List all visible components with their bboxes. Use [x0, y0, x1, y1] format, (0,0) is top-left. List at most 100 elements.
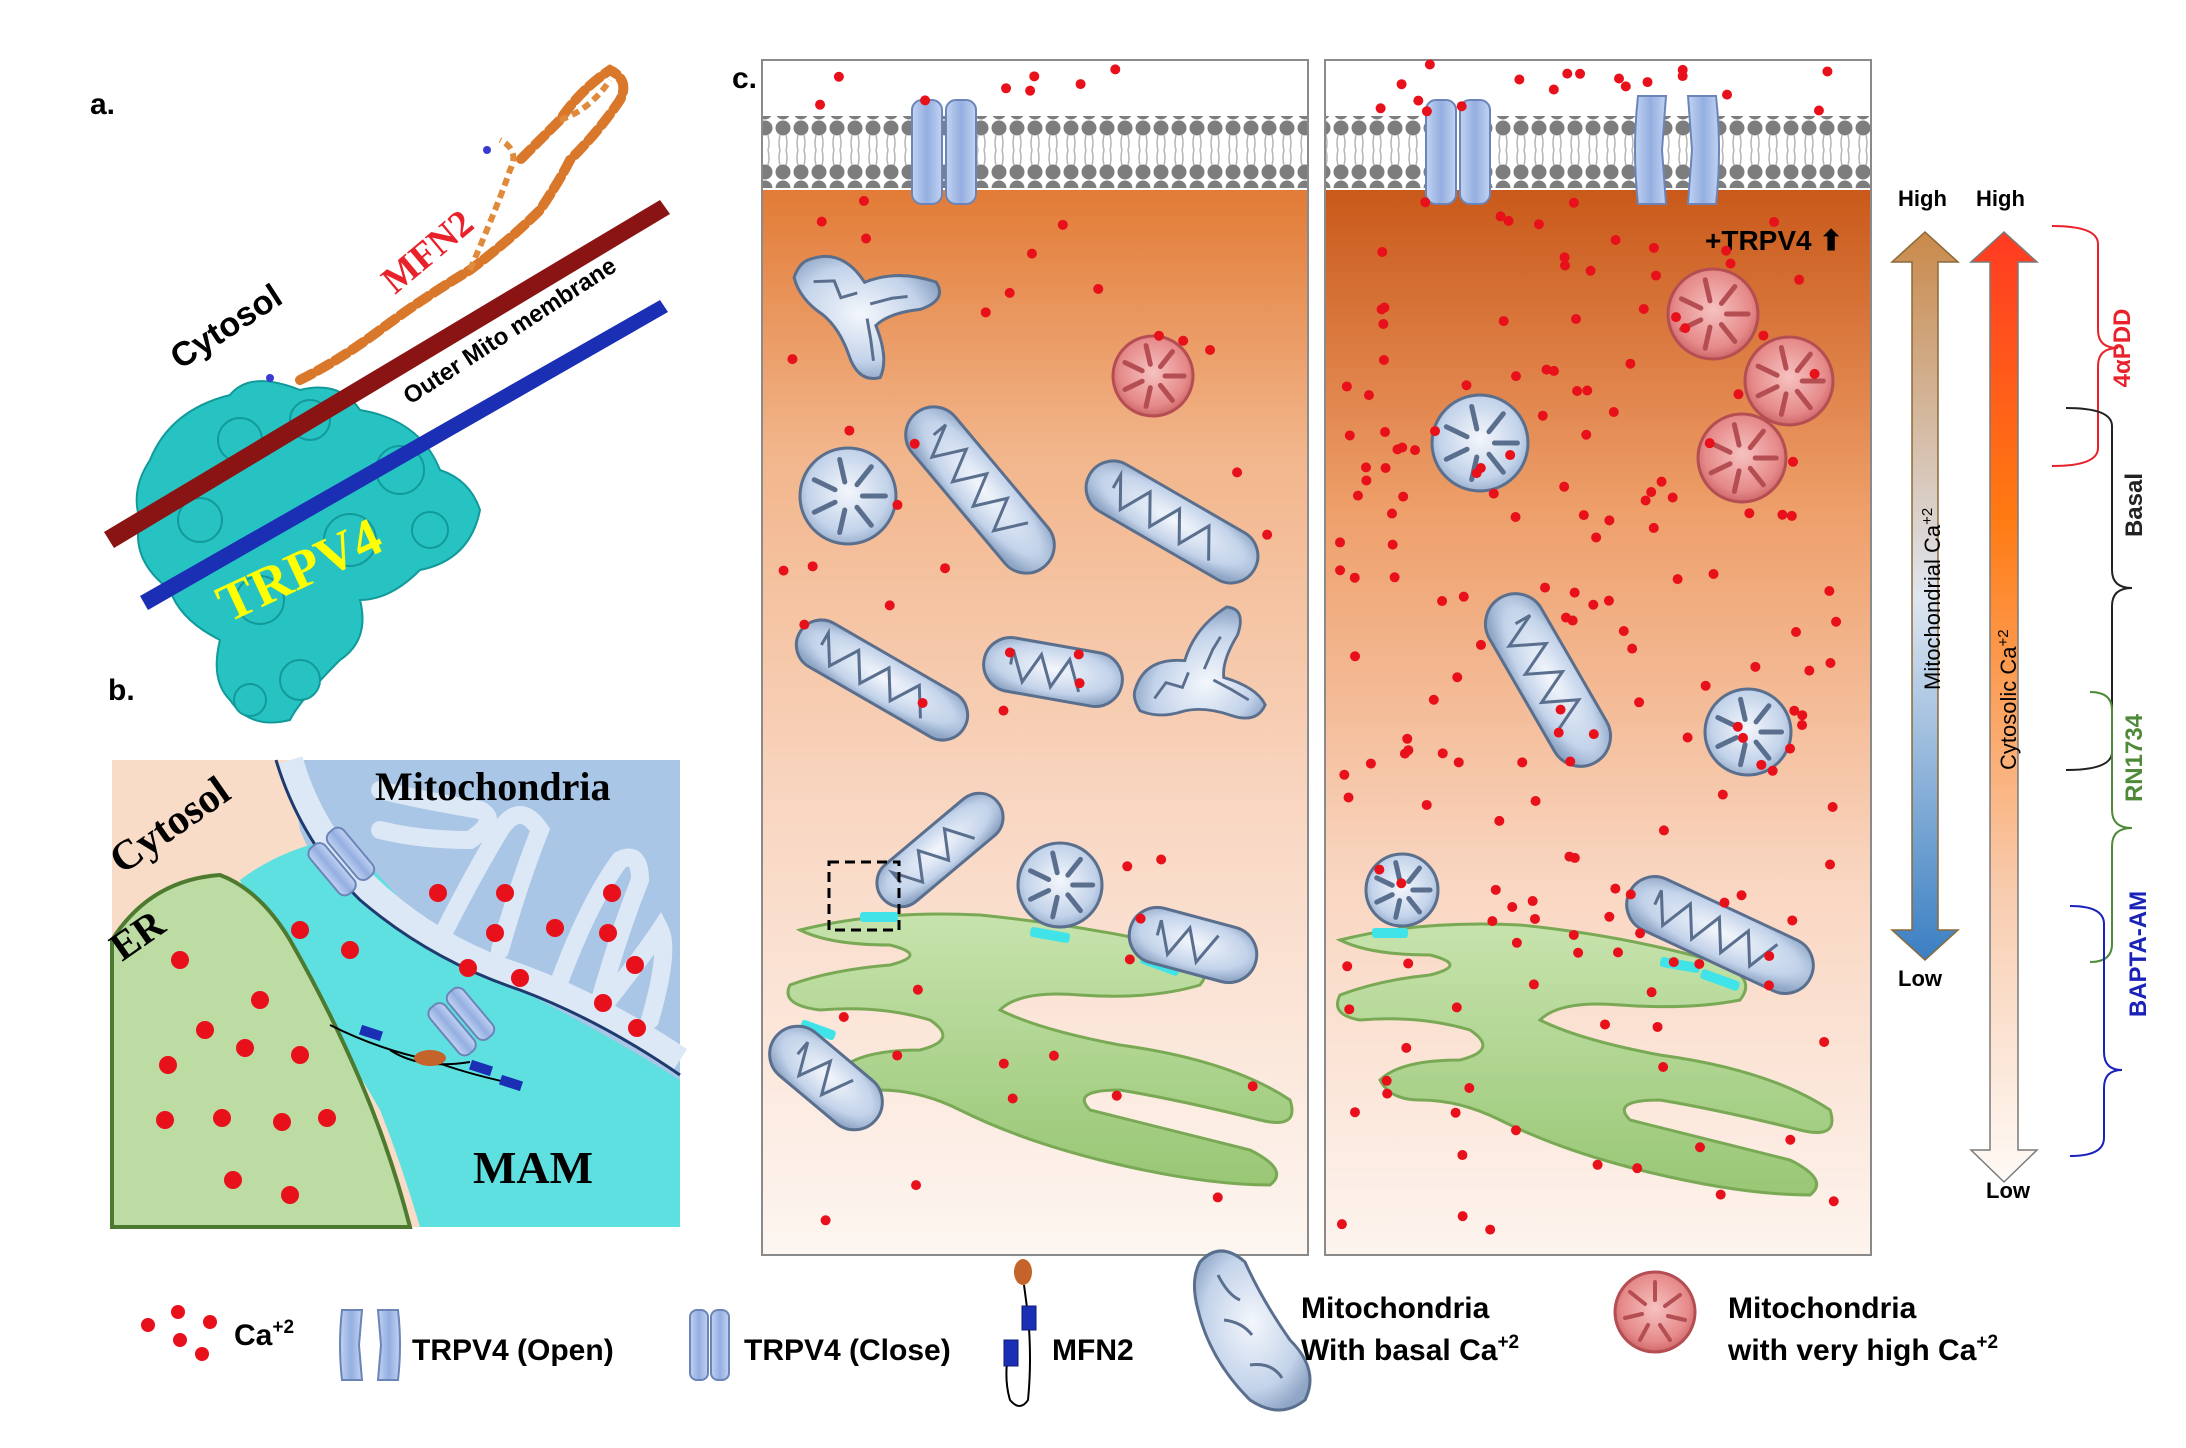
calcium-ion — [1658, 1062, 1669, 1073]
legend-mito-high-icon — [1613, 1270, 1697, 1354]
calcium-ion — [1262, 529, 1273, 540]
calcium-ion — [1420, 197, 1431, 208]
panel-label-a: a. — [90, 88, 115, 121]
calcium-ion — [1505, 450, 1516, 461]
calcium-ion — [1339, 769, 1350, 780]
calcium-ion — [1451, 1002, 1462, 1013]
calcium-ion — [1247, 1081, 1258, 1092]
calcium-ion — [1529, 913, 1540, 924]
calcium-ion — [1421, 106, 1432, 117]
calcium-ion — [1825, 859, 1836, 870]
calcium-ion — [1646, 487, 1657, 498]
mitochondrion-high-ca — [1666, 267, 1760, 361]
mito-ca-scale: High Low Mitochondrial Ca+2 — [1890, 186, 1960, 991]
calcium-ion — [1004, 287, 1015, 298]
panel-c-calcium-dots — [778, 59, 1842, 1235]
calcium-ion — [1627, 643, 1638, 654]
calcium-ion — [159, 1056, 177, 1074]
calcium-ion — [940, 563, 951, 574]
mitochondrion-round — [1430, 393, 1530, 493]
calcium-ion — [1527, 896, 1538, 907]
calcium-ion — [1828, 1196, 1839, 1207]
calcium-ion — [273, 1113, 291, 1131]
calcium-ion — [1610, 234, 1621, 245]
calcium-ion — [486, 924, 504, 942]
calcium-ion — [1026, 248, 1037, 259]
calcium-ion — [1528, 979, 1539, 990]
calcium-ion — [1642, 77, 1653, 88]
calcium-ion — [1560, 612, 1571, 623]
calcium-ion — [1652, 1021, 1663, 1032]
calcium-ion — [1680, 323, 1691, 334]
calcium-ion — [1428, 694, 1439, 705]
calcium-ion — [1396, 79, 1407, 90]
mitochondrion-round — [1364, 852, 1440, 928]
calcium-ion — [1672, 574, 1683, 585]
left-plasma-membrane — [763, 116, 1307, 188]
calcium-ion — [459, 959, 477, 977]
mitochondrion-high-ca — [1743, 335, 1835, 427]
calcium-ion — [281, 1186, 299, 1204]
mfn2-ribbon — [295, 64, 629, 385]
calcium-ion — [1380, 426, 1391, 437]
calcium-ion — [1638, 303, 1649, 314]
bracket-4apdd: 4αPDD — [2051, 225, 2136, 467]
calcium-ion — [1555, 704, 1566, 715]
calcium-ion — [1613, 73, 1624, 84]
calcium-ion — [1352, 490, 1363, 501]
calcium-ion — [1682, 732, 1693, 743]
calcium-ion — [799, 619, 810, 630]
calcium-ion — [1342, 961, 1353, 972]
calcium-ion — [1789, 705, 1800, 716]
calcium-ion — [1568, 929, 1579, 940]
legend-mito-basal-label-1: Mitochondria — [1301, 1292, 1490, 1325]
calcium-ion — [1667, 492, 1678, 503]
calcium-ion — [1392, 444, 1403, 455]
calcium-ion — [1335, 537, 1346, 548]
calcium-ion — [1640, 495, 1651, 506]
calcium-ion — [1453, 757, 1464, 768]
calcium-ion — [1608, 407, 1619, 418]
calcium-ion — [1178, 335, 1189, 346]
calcium-ion — [1700, 680, 1711, 691]
calcium-ion — [920, 95, 931, 106]
right-er-network — [1335, 922, 1834, 1197]
mitochondrion-round — [798, 446, 898, 546]
panel-a-structure: Cytosol MFN2 Outer Mito membrane TRPV4 — [104, 64, 670, 724]
calcium-ion — [1349, 1107, 1360, 1118]
calcium-ion — [1396, 878, 1407, 889]
calcium-ion — [626, 956, 644, 974]
calcium-ion — [1457, 1211, 1468, 1222]
legend-trpv4-open-label: TRPV4 (Open) — [412, 1334, 614, 1367]
calcium-ion — [1075, 79, 1086, 90]
mitochondrion-round — [1703, 687, 1793, 777]
calcium-ion — [1430, 426, 1441, 437]
calcium-ion — [998, 1058, 1009, 1069]
calcium-ion — [1510, 1125, 1521, 1136]
calcium-ion — [1437, 748, 1448, 759]
calcium-ion — [1341, 381, 1352, 392]
mitochondrion-branched — [792, 254, 942, 380]
bracket-label-bapta-am: BAPTA-AM — [2125, 891, 2152, 1017]
bracket-label-basal: Basal — [2121, 473, 2148, 537]
calcium-ion — [1717, 789, 1728, 800]
calcium-ion — [1569, 852, 1580, 863]
calcium-ion — [1813, 105, 1824, 116]
calcium-ion — [858, 195, 869, 206]
calcium-ion — [1122, 861, 1133, 872]
calcium-ion — [1581, 429, 1592, 440]
calcium-ion — [1360, 462, 1371, 473]
calcium-ion — [1618, 626, 1629, 637]
calcium-ion — [1401, 1042, 1412, 1053]
calcium-ion — [1363, 390, 1374, 401]
calcium-ion — [1570, 313, 1581, 324]
calcium-ion — [1695, 1142, 1706, 1153]
calcium-ion — [1719, 897, 1730, 908]
calcium-ion — [1057, 219, 1068, 230]
calcium-ion — [1374, 864, 1385, 875]
calcium-ion — [844, 425, 855, 436]
calcium-ion — [861, 233, 872, 244]
calcium-ion — [1562, 68, 1573, 79]
panel-b-mam-label: MAM — [473, 1142, 593, 1193]
calcium-ion — [1668, 957, 1679, 968]
